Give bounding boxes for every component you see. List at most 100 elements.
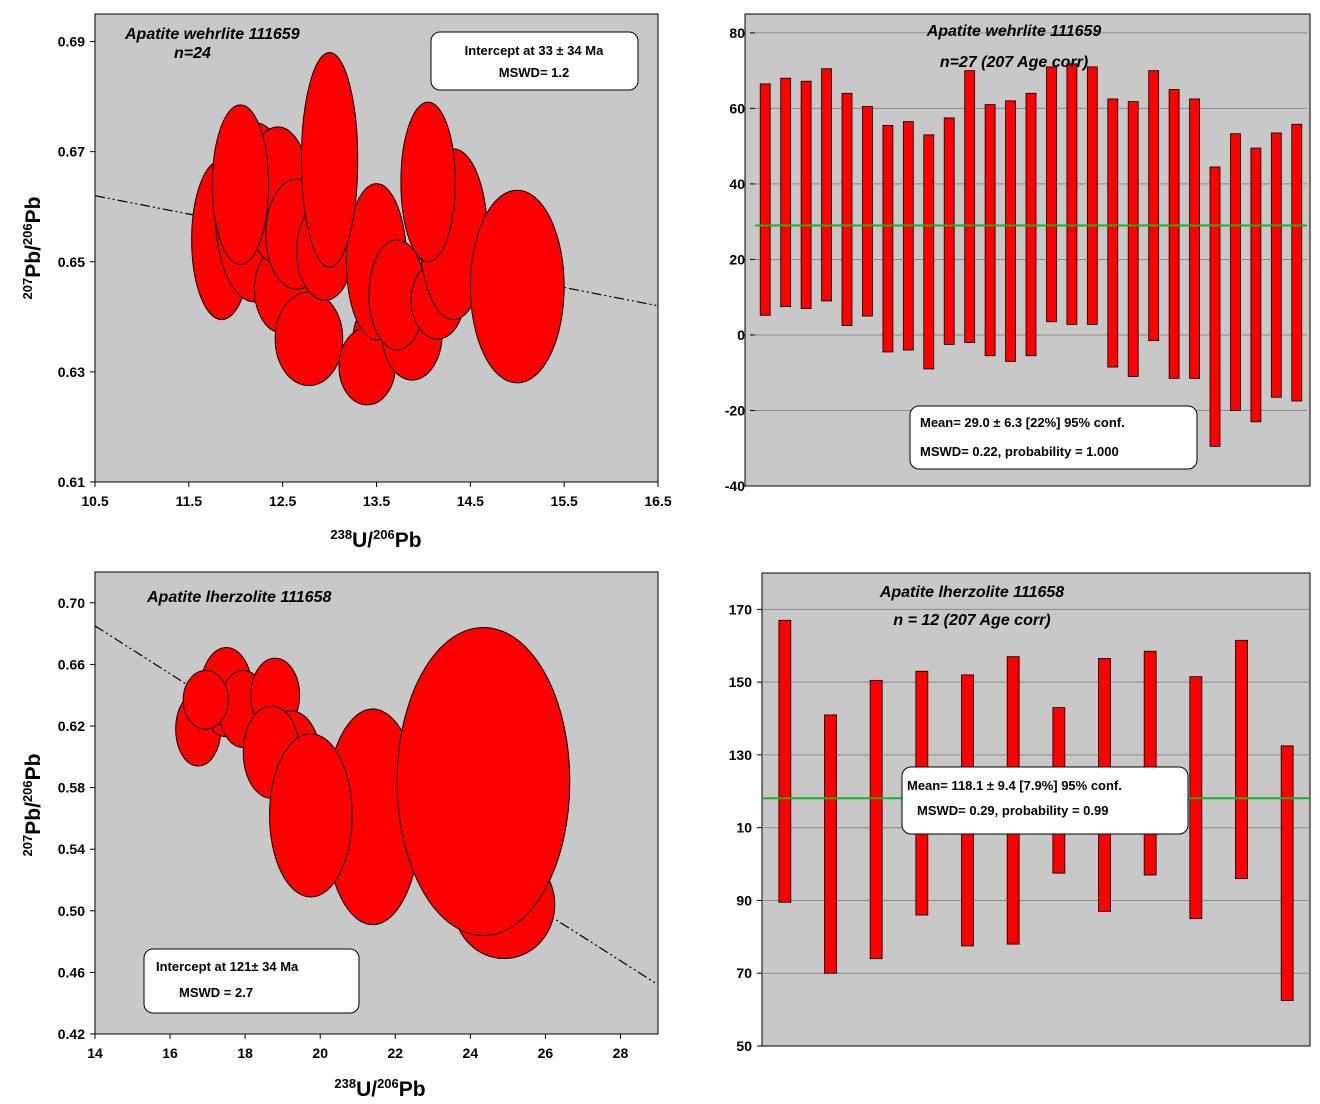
gridlines [762, 608, 1310, 974]
y-tick-label: 150 [729, 674, 753, 690]
chart-title: Apatite lherzolite 111658 [146, 589, 331, 606]
annotation-box [143, 948, 360, 1014]
age-bar [869, 679, 883, 960]
y-tick-label: 170 [729, 601, 753, 617]
age-bar [1250, 147, 1262, 423]
x-tick-label: 20 [312, 1045, 328, 1061]
annotation-box [901, 766, 1189, 835]
chart-subtitle: n=24 [174, 45, 211, 62]
mswd-text: MSWD= 0.22, probability = 1.000 [920, 444, 1119, 459]
y-tick-label: 0.63 [58, 364, 85, 380]
y-tick-label: -40 [725, 478, 745, 494]
age-bars [759, 63, 1303, 447]
age-bar [1107, 98, 1119, 368]
age-bar [1046, 66, 1057, 323]
y-tick-label: 0.65 [58, 254, 85, 270]
error-ellipse [400, 101, 456, 263]
error-ellipse [396, 626, 571, 936]
x-tick-label: 10.5 [81, 493, 108, 509]
age-bar [984, 104, 996, 357]
age-bar [1148, 70, 1160, 342]
y-tick-label: -20 [725, 402, 745, 418]
age-bar [923, 134, 935, 370]
mean-text: Mean= 29.0 ± 6.3 [22%] 95% conf. [920, 415, 1125, 430]
error-ellipse [269, 733, 353, 898]
x-tick-label: 26 [538, 1045, 554, 1061]
x-axis-label: 238U/206Pb [334, 1076, 425, 1101]
age-bar [824, 714, 837, 974]
age-bar [800, 80, 812, 309]
age-bar [1066, 63, 1078, 325]
y-tick-label: 0 [737, 327, 745, 343]
intercept-text: Intercept at 33 ± 34 Ma [465, 43, 604, 58]
y-tick-label: 10 [736, 820, 752, 836]
y-tick-label: 60 [729, 100, 745, 116]
mswd-text: MSWD = 2.7 [179, 985, 253, 1000]
y-tick-label: 0.62 [58, 718, 85, 734]
x-tick-label: 16.5 [644, 493, 671, 509]
error-ellipse [182, 670, 229, 730]
x-tick-label: 14.5 [457, 493, 484, 509]
age-bar [841, 92, 853, 326]
chart-title: Apatite lherzolite 111658 [879, 584, 1064, 601]
age-bar [1168, 89, 1180, 379]
age-bar [759, 83, 771, 316]
x-tick-label: 12.5 [269, 493, 296, 509]
y-tick-label: 0.67 [58, 144, 85, 160]
y-tick-label: 90 [736, 892, 752, 908]
intercept-text: Intercept at 121± 34 Ma [156, 959, 299, 974]
panel-lherzolite-ages: 50 70 90 10 130 150 170 Apatite lherzolite 111… [729, 572, 1311, 1054]
age-bar [821, 68, 832, 302]
annotation-box [909, 405, 1198, 470]
y-tick-label: 70 [736, 965, 752, 981]
y-tick-label: 20 [729, 251, 745, 267]
age-bar [1143, 650, 1157, 876]
age-bar [1086, 66, 1098, 325]
age-bar [1189, 98, 1200, 379]
error-ellipse [211, 104, 270, 266]
x-tick-label: 15.5 [551, 493, 578, 509]
age-bar [882, 124, 894, 353]
y-axis-label: 207Pb/206Pb [20, 754, 45, 857]
chart-subtitle: n=27 (207 Age corr) [940, 54, 1088, 71]
y-tick-label: 50 [736, 1038, 752, 1054]
mswd-text: MSWD= 1.2 [499, 65, 569, 80]
panel-lherzolite-concordia: 0.42 0.46 0.50 0.54 0.58 0.62 0.66 0.70 14 16 18 2… [20, 571, 659, 1101]
error-ellipse [274, 291, 344, 387]
age-bar [1005, 100, 1016, 362]
y-tick-label: 0.42 [58, 1026, 85, 1042]
mean-text: Mean= 118.1 ± 9.4 [7.9%] 95% conf. [907, 778, 1122, 793]
annotation-box [430, 31, 639, 91]
error-ellipse [469, 189, 565, 384]
age-bar [1291, 123, 1303, 402]
y-axis: 0.61 0.63 0.65 0.67 0.69 [58, 34, 95, 490]
age-bar [1280, 745, 1294, 1001]
y-tick-label: 0.61 [58, 474, 85, 490]
age-bar [964, 70, 976, 343]
age-bar [778, 619, 792, 903]
y-tick-label: 0.70 [58, 595, 85, 611]
y-axis: -40 -20 0 20 40 60 80 [725, 25, 755, 494]
age-bar [943, 117, 955, 345]
x-tick-label: 14 [87, 1045, 103, 1061]
mswd-text: MSWD= 0.29, probability = 0.99 [917, 803, 1108, 818]
x-tick-label: 16 [162, 1045, 178, 1061]
x-axis-label: 238U/206Pb [330, 527, 421, 552]
y-axis: 0.42 0.46 0.50 0.54 0.58 0.62 0.66 0.70 [58, 595, 95, 1042]
age-bar [902, 121, 914, 351]
age-bar [1230, 133, 1241, 411]
y-axis-label: 207Pb/206Pb [20, 197, 45, 300]
x-axis: 14 16 18 20 22 24 26 28 [87, 1034, 628, 1061]
y-tick-label: 0.54 [58, 841, 85, 857]
y-tick-label: 0.58 [58, 780, 85, 796]
x-tick-label: 11.5 [176, 493, 203, 509]
error-ellipses [191, 52, 565, 406]
age-bar [1235, 639, 1248, 880]
age-bar [1209, 166, 1221, 447]
y-tick-label: 0.50 [58, 903, 85, 919]
y-tick-label: 80 [729, 25, 745, 41]
age-bar [862, 106, 873, 317]
age-bar [1127, 101, 1139, 377]
